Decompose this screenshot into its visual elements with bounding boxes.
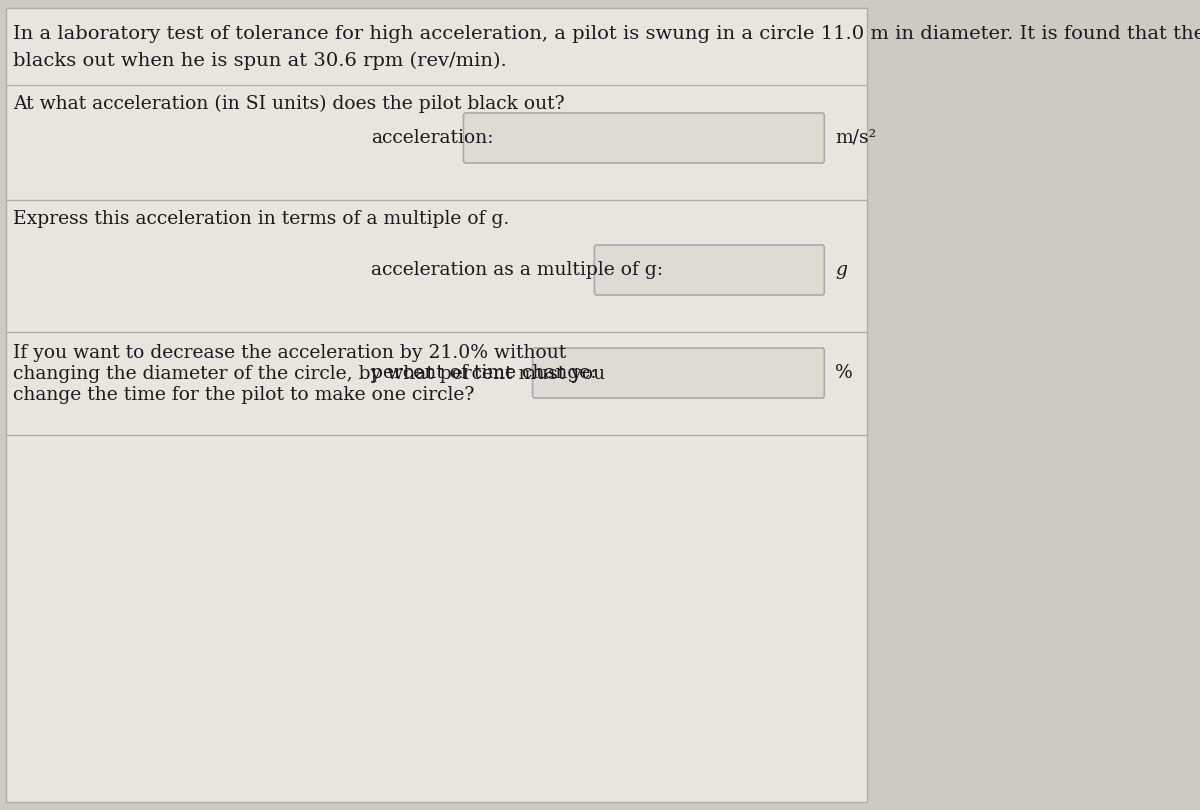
Text: %: % (835, 364, 853, 382)
Text: blacks out when he is spun at 30.6 rpm (rev/min).: blacks out when he is spun at 30.6 rpm (… (13, 52, 506, 70)
Text: m/s²: m/s² (835, 129, 876, 147)
FancyBboxPatch shape (6, 8, 868, 802)
FancyBboxPatch shape (533, 348, 824, 398)
Text: In a laboratory test of tolerance for high acceleration, a pilot is swung in a c: In a laboratory test of tolerance for hi… (13, 25, 1200, 43)
Text: acceleration as a multiple of g:: acceleration as a multiple of g: (371, 261, 664, 279)
Text: At what acceleration (in SI units) does the pilot black out?: At what acceleration (in SI units) does … (13, 95, 565, 113)
Text: percent of time change:: percent of time change: (371, 364, 596, 382)
Text: changing the diameter of the circle, by what percent must you: changing the diameter of the circle, by … (13, 365, 605, 383)
Text: change the time for the pilot to make one circle?: change the time for the pilot to make on… (13, 386, 474, 404)
FancyBboxPatch shape (463, 113, 824, 163)
Text: If you want to decrease the acceleration by 21.0% without: If you want to decrease the acceleration… (13, 344, 566, 362)
Text: acceleration:: acceleration: (371, 129, 493, 147)
Text: Express this acceleration in terms of a multiple of g.: Express this acceleration in terms of a … (13, 210, 509, 228)
FancyBboxPatch shape (594, 245, 824, 295)
Text: g: g (835, 261, 847, 279)
